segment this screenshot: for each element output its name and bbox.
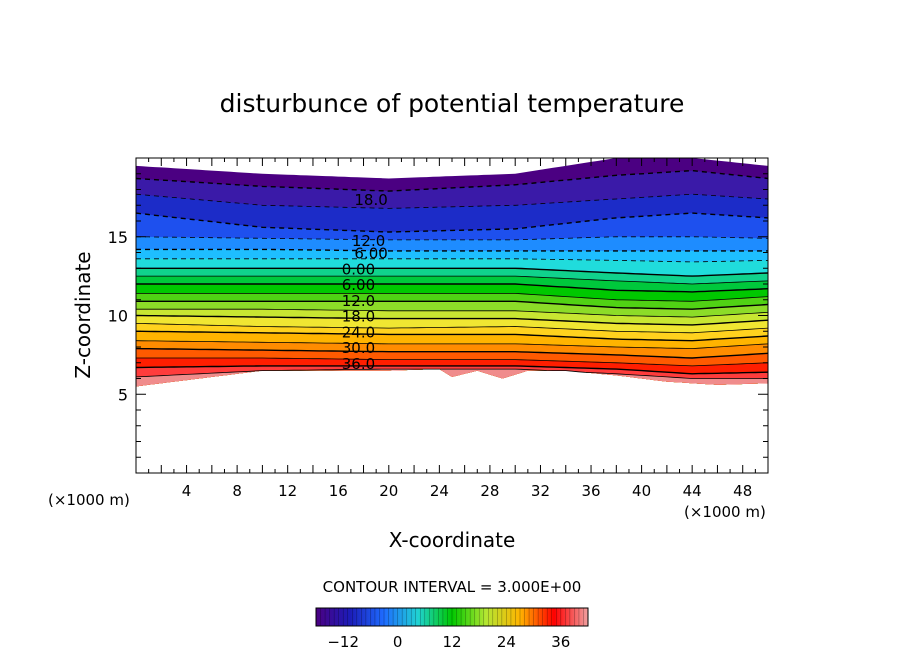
y-tick-label: 5 xyxy=(118,385,128,404)
contour-line--15 xyxy=(136,193,768,209)
contour-label: 30.0 xyxy=(342,339,375,357)
contour-line-group xyxy=(136,169,768,379)
x-tick-label: 20 xyxy=(379,482,398,500)
contour-line-36 xyxy=(136,365,768,375)
x-tick-label: 44 xyxy=(683,482,702,500)
x-tick-label: 4 xyxy=(182,482,192,500)
colorbar-gradient xyxy=(315,607,589,627)
contour-line-21 xyxy=(136,323,768,334)
contour-line-27 xyxy=(136,340,768,350)
contour-label: 18.0 xyxy=(342,308,375,326)
contour-label: 0.00 xyxy=(342,260,375,278)
colorbar-stripes xyxy=(315,608,589,626)
y-tick-label: 15 xyxy=(108,228,128,247)
x-tick-label: 40 xyxy=(632,482,651,500)
contour-label: 18.0 xyxy=(354,191,387,209)
contour-line-3 xyxy=(136,275,768,285)
contour-line-6 xyxy=(136,283,768,293)
x-axis-label: X-coordinate xyxy=(389,528,516,552)
y-tick-label: 10 xyxy=(108,307,128,326)
contour-line--6 xyxy=(136,248,768,252)
x-tick-label: 8 xyxy=(232,482,242,500)
x-unit-right: (×1000 m) xyxy=(684,503,766,521)
contour-label: 12.0 xyxy=(342,292,375,310)
colorbar-tick-label: 0 xyxy=(393,633,403,651)
x-tick-label: 16 xyxy=(329,482,348,500)
contour-line--9 xyxy=(136,236,768,241)
contour-label: 36.0 xyxy=(342,355,375,373)
x-tick-label: 32 xyxy=(531,482,550,500)
chart-title: disturbunce of potential temperature xyxy=(220,89,685,118)
colorbar-tick-label: 12 xyxy=(442,633,461,651)
contour-line-39 xyxy=(136,368,768,379)
colorbar-ticks: −12 0 12 24 36 xyxy=(327,633,570,651)
contour-line-24 xyxy=(136,330,768,342)
x-axis: 4 8 12 16 20 24 28 32 36 40 44 48 xyxy=(135,158,769,500)
contour-label: 24.0 xyxy=(342,323,375,341)
contour-line-9 xyxy=(136,293,768,302)
x-tick-label: 24 xyxy=(430,482,449,500)
contour-line--12 xyxy=(136,212,768,233)
y-axis: 5 10 15 xyxy=(108,157,768,474)
contour-fill-group xyxy=(136,158,768,387)
x-unit-left: (×1000 m) xyxy=(48,491,130,509)
colorbar-tick-label: 24 xyxy=(497,633,516,651)
contour-line-15 xyxy=(136,308,768,318)
contour-line-0 xyxy=(136,267,768,277)
contour-interval-text: CONTOUR INTERVAL = 3.000E+00 xyxy=(323,578,582,596)
contour-line-18 xyxy=(136,314,768,326)
y-axis-label: Z-coordinate xyxy=(71,251,95,378)
contour-line-12 xyxy=(136,300,768,310)
colorbar: −12 0 12 24 36 xyxy=(315,607,589,651)
x-tick-label: 12 xyxy=(278,482,297,500)
contour-label: 6.00 xyxy=(342,276,375,294)
contour-fill-39 xyxy=(136,369,768,387)
contour-line-33 xyxy=(136,357,768,367)
x-tick-label: 48 xyxy=(733,482,752,500)
x-tick-label: 36 xyxy=(581,482,600,500)
x-tick-label: 28 xyxy=(480,482,499,500)
contour-line--3 xyxy=(136,258,768,263)
colorbar-tick-label: 36 xyxy=(551,633,570,651)
contour-label: 6.00 xyxy=(354,245,387,263)
colorbar-tick-label: −12 xyxy=(327,633,359,651)
contour-label: 12.0 xyxy=(352,232,385,250)
contour-line-30 xyxy=(136,347,768,359)
contour-line--18 xyxy=(136,169,768,192)
